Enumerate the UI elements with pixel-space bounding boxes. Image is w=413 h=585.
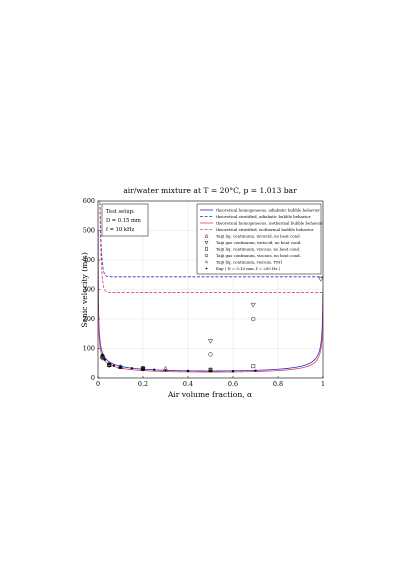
marker-dot <box>130 367 133 370</box>
marker-x <box>205 260 208 264</box>
markers <box>100 277 323 373</box>
legend-box <box>196 203 322 275</box>
marker-triangle-down <box>204 240 209 245</box>
legend-label: theoretical stratified, isothermal bubbl… <box>216 227 314 232</box>
legend-label: Exp ( D = 0.10 mm, f = 200 Hz ) <box>216 266 281 271</box>
y-ticks: 0 100 200 300 400 500 600 <box>83 197 100 382</box>
marker-dot <box>153 368 156 371</box>
marker-dot <box>209 370 212 373</box>
marker-dot <box>231 370 235 373</box>
legend-label: Taiji liq. continuum, viscous, no heat c… <box>216 246 300 251</box>
legend-item: theoretical stratified, isothermal bubbl… <box>200 227 314 232</box>
legend-item: Taiji liq. continuum, viscous, TM1 <box>205 259 283 264</box>
marker-square <box>204 247 209 251</box>
marker-dot <box>254 369 257 372</box>
marker-x <box>100 354 105 359</box>
marker-triangle-up <box>204 233 209 238</box>
y-tick-label: 100 <box>83 345 95 353</box>
series-curve <box>99 201 323 293</box>
test-setup-heading: Test setup: <box>106 209 135 215</box>
marker-triangle-down <box>318 277 323 282</box>
x-tick-label: 1 <box>321 380 325 388</box>
marker-square <box>251 364 256 369</box>
legend: theoretical homogeneous, adiabatic bubbl… <box>196 203 323 275</box>
marker-circle <box>251 316 256 322</box>
marker-triangle-down <box>250 302 256 308</box>
marker-circle <box>208 352 213 357</box>
legend-label: Taiji liq. continuum, viscous, TM1 <box>216 259 283 264</box>
y-tick-label: 0 <box>91 374 95 382</box>
x-tick-label: 0.8 <box>273 380 283 388</box>
x-tick-label: 0.4 <box>183 380 193 388</box>
legend-label: theoretical homogeneous, isothermal bubb… <box>216 220 323 225</box>
chart-title: air/water mixture at T = 20°C, p = 1.013… <box>123 186 297 195</box>
legend-label: Taiji liq. continuum, inviscid, no heat … <box>216 233 301 238</box>
legend-item: theoretical stratified, adiabatic bubble… <box>200 214 311 219</box>
x-tick-label: 0.2 <box>138 380 148 388</box>
marker-circle <box>107 362 112 367</box>
legend-item: theoretical homogeneous, isothermal bubb… <box>200 220 323 225</box>
x-tick-label: 0.6 <box>228 380 238 388</box>
marker-triangle-up <box>100 353 105 359</box>
y-tick-label: 500 <box>83 227 95 235</box>
marker-triangle-down <box>208 339 213 344</box>
marker-dot <box>164 369 167 372</box>
legend-item: Exp ( D = 0.10 mm, f = 200 Hz ) <box>205 266 281 271</box>
marker-dot <box>101 353 104 357</box>
y-tick-label: 300 <box>83 286 95 294</box>
legend-label: Taiji gas continuum, viscous, no heat co… <box>216 253 301 258</box>
y-tick-label: 200 <box>83 315 95 323</box>
x-tick-label: 0 <box>96 380 100 388</box>
legend-item: Taiji gas continuum, inviscid, no heat c… <box>204 240 301 245</box>
marker-dot <box>103 358 106 361</box>
legend-item: Taiji liq. continuum, inviscid, no heat … <box>204 233 301 238</box>
marker-dot <box>186 369 190 373</box>
test-setup-frequency: f = 10 kHz <box>106 227 134 233</box>
marker-dot <box>141 367 145 371</box>
y-axis-label: Sonic velocity (m/s) <box>80 252 89 328</box>
plot-frame <box>97 200 324 379</box>
legend-label: theoretical homogeneous, adiabatic bubbl… <box>216 207 320 212</box>
y-tick-label: 400 <box>83 256 95 264</box>
x-axis-label: Air volume fraction, α <box>167 390 252 399</box>
marker-circle <box>118 364 123 369</box>
legend-item: Taiji liq. continuum, viscous, no heat c… <box>204 246 300 251</box>
y-tick-label: 600 <box>83 197 95 205</box>
test-setup-diameter: D = 0.15 mm <box>106 218 141 224</box>
legend-label: Taiji gas continuum, inviscid, no heat c… <box>216 240 301 245</box>
legend-item: Taiji gas continuum, viscous, no heat co… <box>204 253 301 258</box>
marker-x <box>208 367 213 371</box>
marker-circle <box>204 253 209 258</box>
marker-dot <box>119 365 122 369</box>
legend-label: theoretical stratified, adiabatic bubble… <box>216 214 311 219</box>
legend-item: theoretical homogeneous, adiabatic bubbl… <box>200 207 320 212</box>
marker-dot <box>112 364 115 367</box>
marker-dot <box>205 267 208 270</box>
test-setup-box: Test setup: D = 0.15 mm f = 10 kHz <box>101 203 149 237</box>
marker-dot <box>108 362 111 365</box>
